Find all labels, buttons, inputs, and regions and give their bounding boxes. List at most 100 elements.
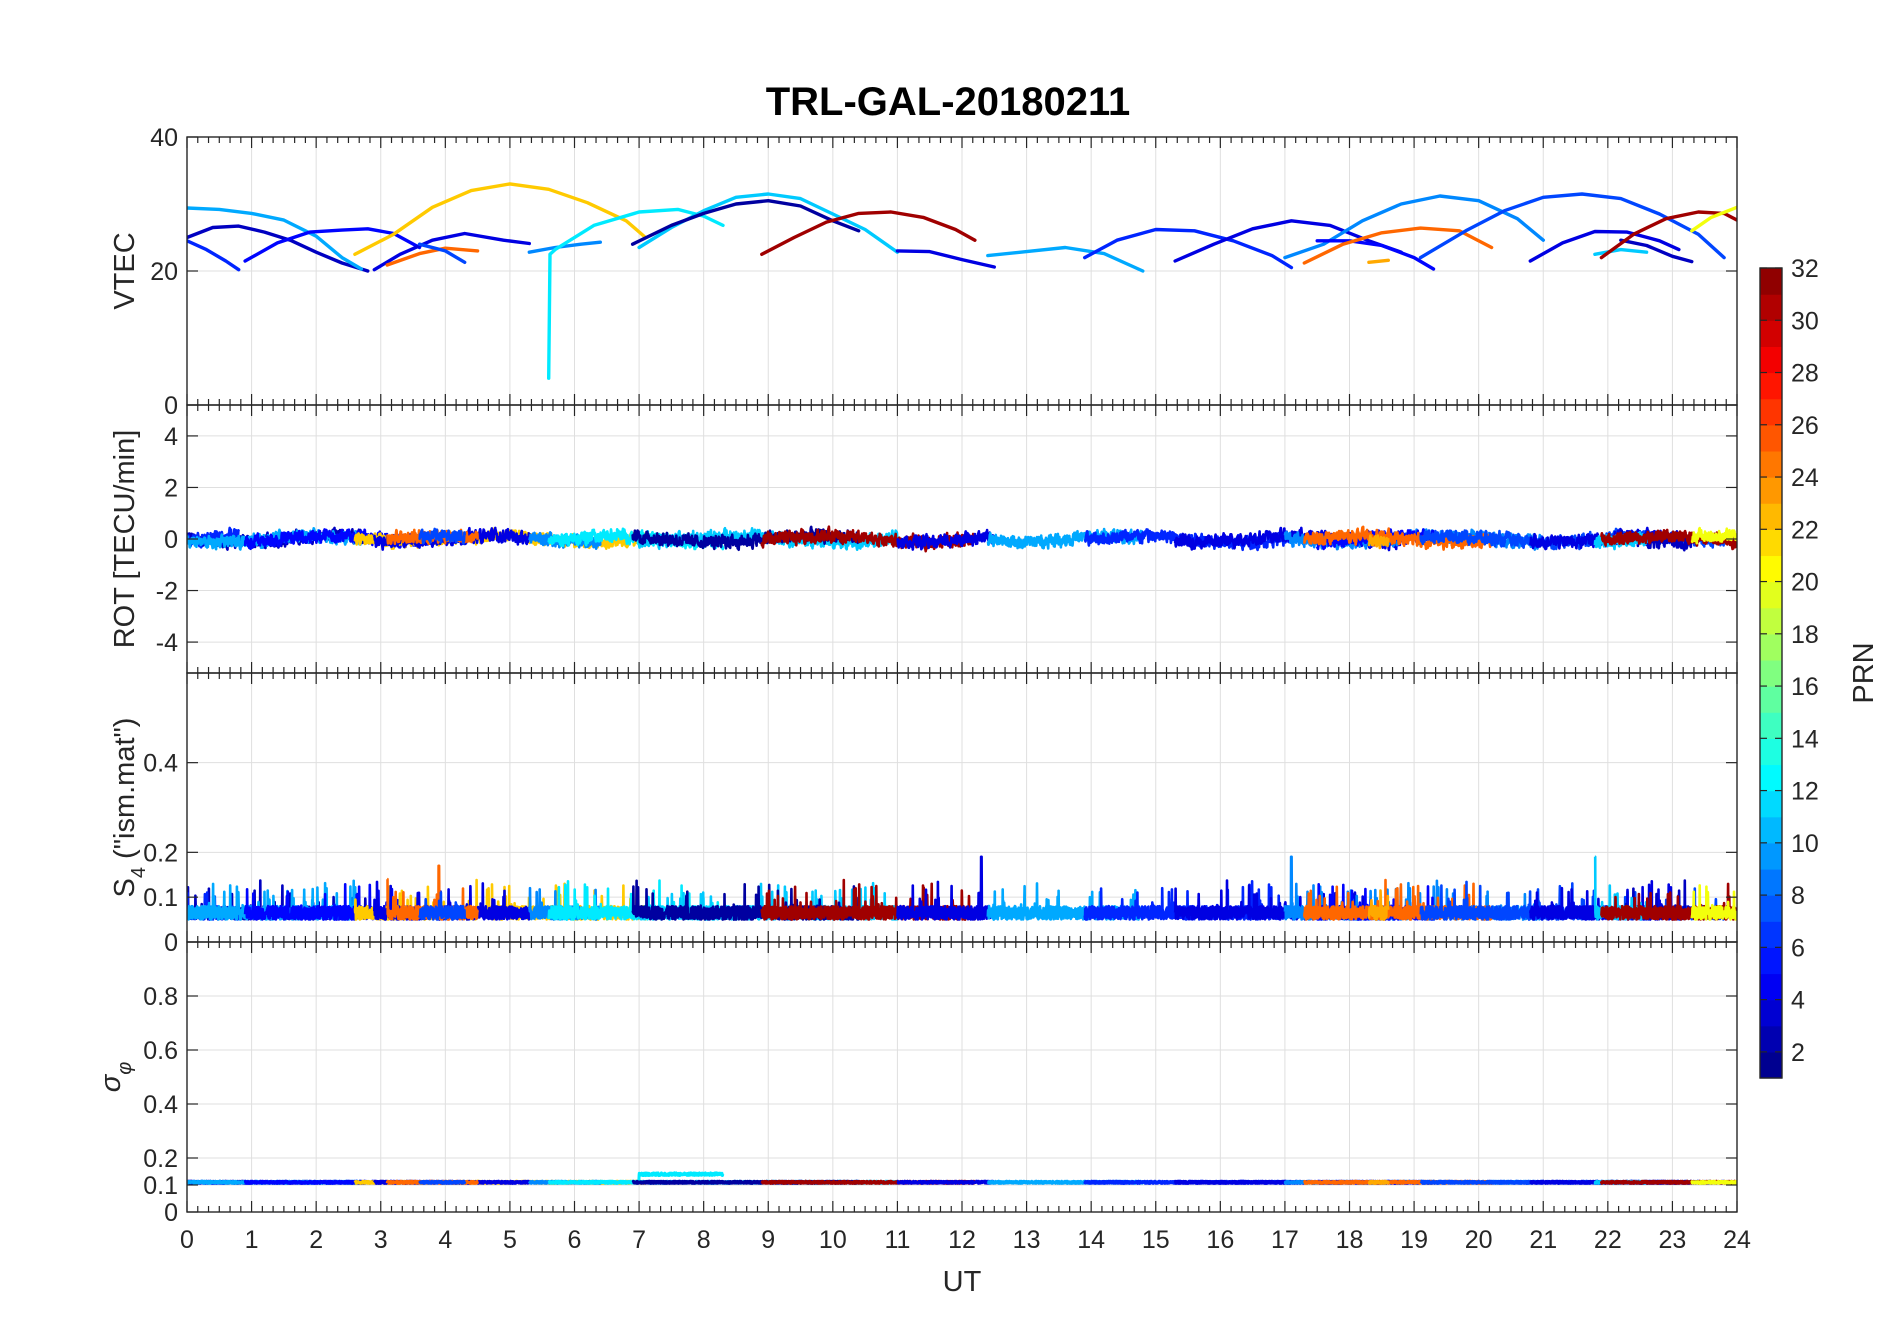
series-line-prn-23	[1367, 534, 1390, 550]
colorbar-segment	[1760, 1051, 1782, 1079]
colorbar-segment	[1760, 477, 1782, 504]
colorbar-segment	[1760, 842, 1782, 870]
x-tick-label: 20	[1465, 1226, 1493, 1254]
colorbar-segment	[1760, 947, 1782, 975]
colorbar-segment	[1760, 607, 1782, 635]
ticks	[186, 405, 1738, 673]
y-tick-label: 0	[164, 526, 178, 554]
colorbar-tick-label: 2	[1791, 1039, 1805, 1067]
series-line-prn-20	[1690, 205, 1737, 233]
y-tick-label: 0.8	[143, 983, 178, 1011]
y-tick-label: 0.1	[143, 884, 178, 912]
x-tick-label: 22	[1594, 1226, 1622, 1254]
colorbar-frame	[1759, 267, 1783, 1079]
colorbar-segment	[1760, 581, 1782, 609]
y-tick-label: 40	[150, 124, 178, 152]
x-axis-label: UT	[943, 1266, 982, 1298]
colorbar-segment	[1760, 868, 1782, 896]
x-tick-label: 19	[1400, 1226, 1428, 1254]
y-axis-label: S4 ("ism.mat")	[109, 718, 150, 898]
x-tick-label: 15	[1142, 1226, 1170, 1254]
colorbar-segment	[1760, 790, 1782, 818]
series-group	[187, 525, 1737, 553]
colorbar-tick-label: 8	[1791, 882, 1805, 910]
grid	[186, 942, 1738, 1213]
series-line-prn-23	[1367, 1179, 1390, 1185]
y-tick-label: 0	[164, 929, 178, 957]
x-tick-label: 9	[761, 1226, 775, 1254]
colorbar-label: PRN	[1848, 642, 1880, 703]
x-tick-label: 12	[948, 1226, 976, 1254]
colorbar-tick-label: 16	[1791, 673, 1819, 701]
series-line-prn-4	[1173, 219, 1403, 263]
colorbar-segment	[1760, 320, 1782, 347]
colorbar-segment	[1760, 921, 1782, 948]
colorbar-tick-label: 12	[1791, 778, 1819, 806]
x-tick-label: 10	[819, 1226, 847, 1254]
colorbar-segment	[1760, 633, 1782, 661]
series-line-prn-4	[895, 249, 996, 269]
series-line-prn-2	[630, 199, 861, 246]
x-tick-label: 4	[438, 1226, 452, 1254]
x-tick-label: 3	[374, 1226, 388, 1254]
y-axis-label: ROT [TECU/min]	[109, 430, 141, 649]
series-line-prn-11	[1593, 247, 1649, 256]
y-tick-label: 0.4	[143, 1091, 178, 1119]
colorbar-segment	[1760, 450, 1782, 478]
series-line-prn-4	[896, 1179, 996, 1185]
y-tick-label: 0.2	[143, 1145, 178, 1173]
colorbar-tick-label: 6	[1791, 934, 1805, 962]
colorbar-segment	[1760, 999, 1782, 1027]
colorbar-tick-label: 14	[1791, 725, 1819, 753]
series-line-prn-6	[1083, 227, 1294, 270]
x-tick-label: 2	[309, 1226, 323, 1254]
chart-title: TRL-GAL-20180211	[766, 80, 1131, 124]
series-line-prn-7	[417, 242, 467, 264]
series-line-prn-7	[418, 1179, 467, 1185]
ticks	[186, 136, 1738, 406]
colorbar-segment	[1760, 764, 1782, 792]
colorbar-segment	[1760, 555, 1782, 583]
y-axis-label: VTEC	[109, 232, 141, 309]
x-tick-label: 21	[1529, 1226, 1557, 1254]
series-line-prn-20	[1690, 884, 1737, 921]
colorbar-segment	[1760, 424, 1782, 452]
series-group	[187, 1171, 1737, 1185]
colorbar-tick-label: 28	[1791, 360, 1819, 388]
colorbar-segment	[1760, 346, 1782, 374]
ticks	[186, 673, 1738, 943]
x-tick-label: 1	[245, 1226, 259, 1254]
y-tick-label: 20	[150, 258, 178, 286]
series-line-prn-3	[1619, 238, 1694, 264]
series-line-prn-5	[1315, 239, 1436, 271]
series-line-prn-25	[385, 246, 480, 267]
colorbar-segment	[1760, 1025, 1782, 1053]
series-line-prn-22	[353, 182, 648, 256]
series-line-prn-3	[187, 224, 370, 273]
series-line-prn-7	[1418, 192, 1726, 260]
x-tick-label: 16	[1206, 1226, 1234, 1254]
colorbar-segment	[1760, 294, 1782, 321]
colorbar-tick-label: 20	[1791, 569, 1819, 597]
series-line-prn-4	[896, 528, 996, 551]
series-line-prn-23	[1367, 889, 1390, 921]
y-tick-label: 0.1	[143, 1172, 178, 1200]
x-tick-label: 11	[884, 1226, 910, 1254]
colorbar-segment	[1760, 973, 1782, 1001]
y-tick-label: 0.4	[143, 750, 178, 778]
colorbar-segment	[1760, 686, 1782, 713]
panel-s4: 0 0.1 0.2 0.4S4 ("ism.mat")	[109, 672, 1738, 957]
colorbar-segment	[1760, 398, 1782, 426]
x-tick-label: 23	[1659, 1226, 1687, 1254]
series-line-prn-25	[1302, 226, 1494, 265]
colorbar-tick-label: 26	[1791, 412, 1819, 440]
x-tick-label: 13	[1013, 1226, 1041, 1254]
y-tick-label: 4	[164, 423, 178, 451]
y-tick-label: -4	[156, 629, 178, 657]
colorbar-segment	[1760, 372, 1782, 400]
series-group	[187, 855, 1737, 921]
colorbar-tick-label: 10	[1791, 830, 1819, 858]
y-tick-label: 0.2	[143, 839, 178, 867]
